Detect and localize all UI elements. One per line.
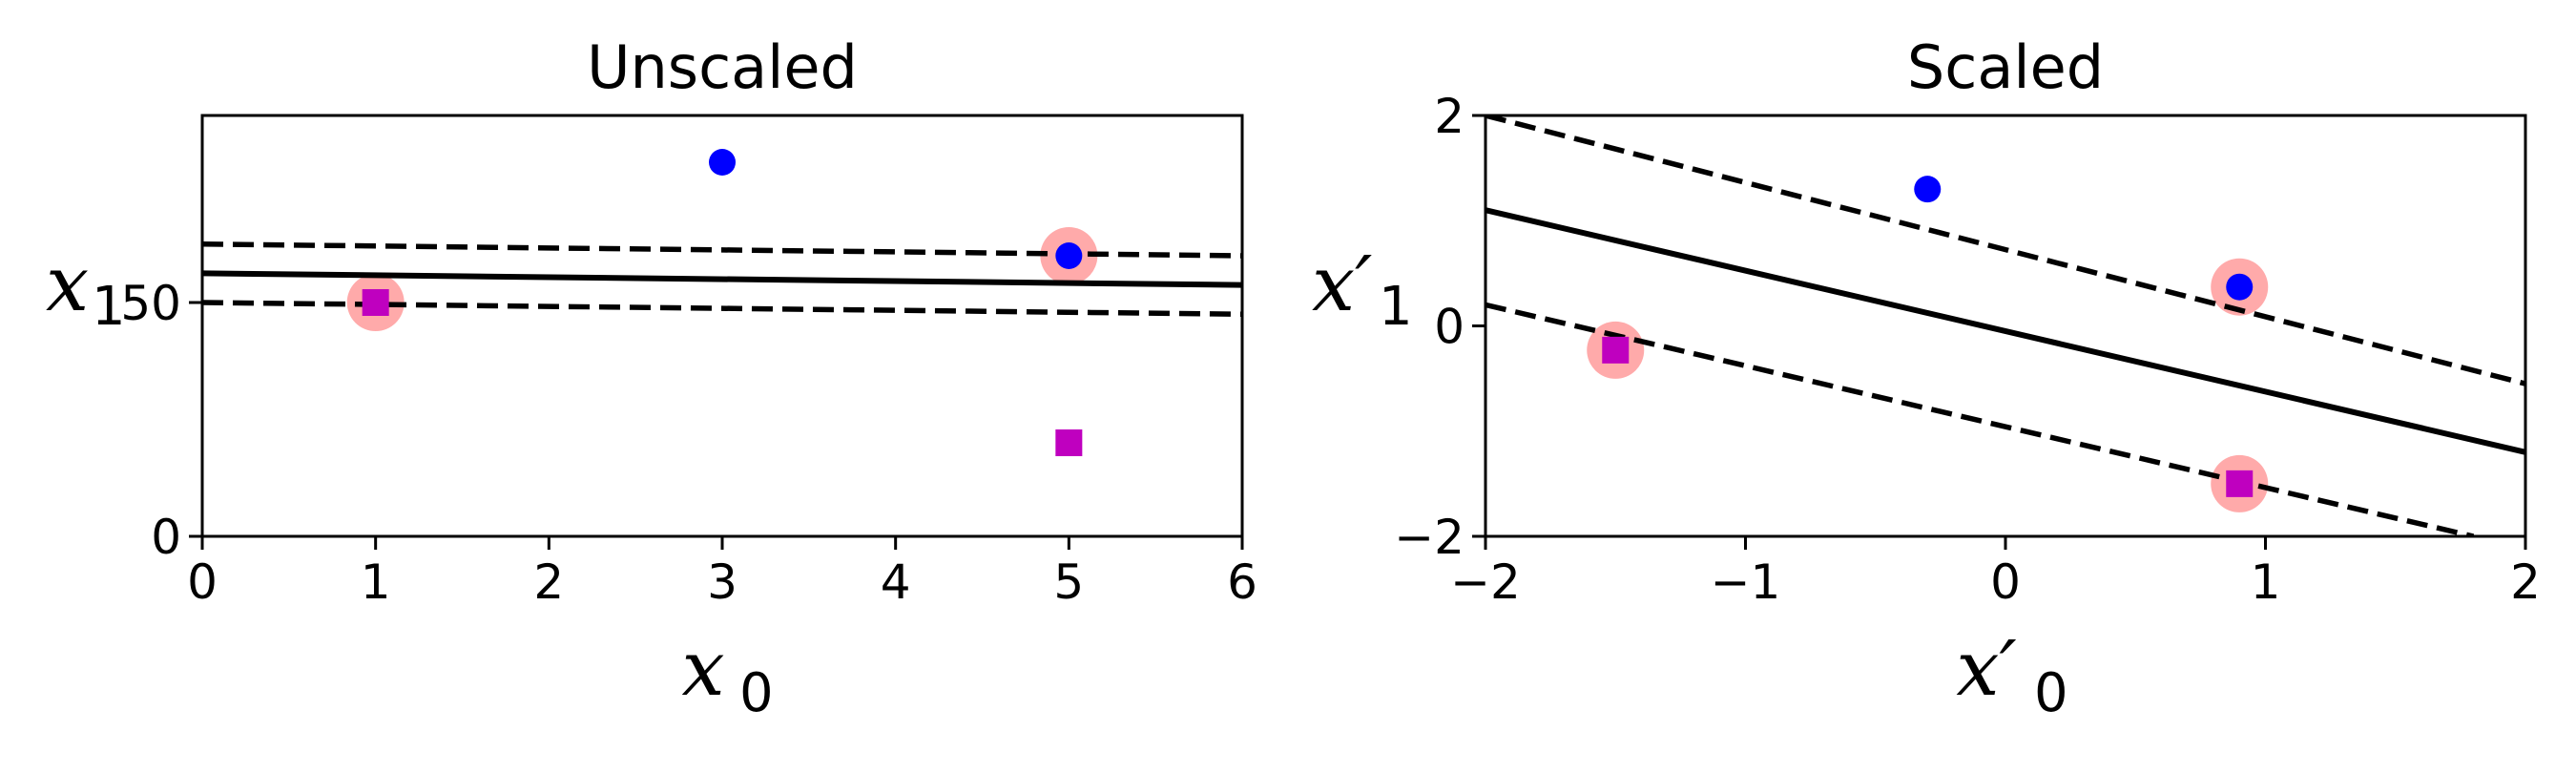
x-tick-label: 3 [707,554,737,610]
x-tick-label: 0 [1990,554,2021,610]
y-axis-label-subscript: 1 [92,276,126,338]
x-tick-label: 2 [2510,554,2541,610]
x-tick-label: 5 [1053,554,1084,610]
y-tick-label: 50 [120,276,181,331]
data-point-square [1602,336,1630,364]
x-tick-label: 2 [533,554,564,610]
y-tick-label: 2 [1434,89,1465,144]
data-point-square [1055,429,1083,456]
data-point-circle [2226,273,2254,301]
axes-frame [1484,114,2527,538]
x-axis-label: x′ [1956,624,2016,713]
y-tick-label: 0 [1434,300,1465,355]
y-tick-label: 0 [151,510,181,565]
x-tick-label: 6 [1227,554,1257,610]
data-point-square [362,289,389,316]
x-axis-label-subscript: 0 [739,662,774,724]
x-tick-label: 4 [881,554,911,610]
data-point-circle [1914,176,1942,203]
decision-boundary-line [202,270,1242,288]
x-tick-label: 1 [361,554,391,610]
data-point-circle [1055,242,1083,269]
x-tick-label: 0 [187,554,218,610]
chart-title: Unscaled [587,32,858,102]
y-tick-label: −2 [1394,510,1465,565]
axes-frame [200,114,1244,538]
chart-title: Scaled [1907,32,2104,102]
x-axis-label-subscript: 0 [2034,662,2068,724]
y-axis-label: x′ [1312,240,1372,328]
x-tick-label: −1 [1711,554,1781,610]
x-tick-label: 1 [2251,554,2281,610]
plot-area [1485,115,2525,536]
decision-boundary-line [1485,207,2525,455]
margin-line [1485,115,2525,386]
x-axis-label: x [681,624,724,713]
data-point-square [2226,470,2254,497]
y-axis-label-subscript: 1 [1379,276,1413,338]
y-axis-label: x [46,240,89,328]
margin-line [1485,302,2475,536]
x-tick-label: −2 [1450,554,1521,610]
data-point-circle [709,149,736,176]
